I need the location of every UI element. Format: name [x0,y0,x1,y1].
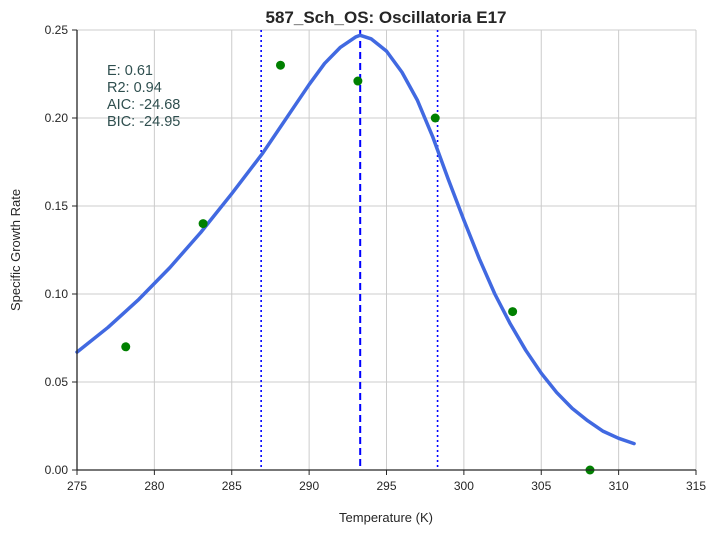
data-point [121,342,131,352]
y-tick-labels: 0.00 0.05 0.10 0.15 0.20 0.25 [45,23,77,477]
y-tick-label: 0.00 [45,463,69,477]
x-tick-label: 280 [144,479,164,493]
data-point [353,76,363,86]
fit-statistic-line: E: 0.61 [107,63,153,79]
fit-statistic-line: AIC: -24.68 [107,97,180,113]
y-tick-label: 0.05 [45,375,69,389]
y-tick-label: 0.20 [45,111,69,125]
grid [76,29,697,471]
chart-title: 587_Sch_OS: Oscillatoria E17 [266,8,507,27]
x-tick-label: 295 [376,479,396,493]
fit-curve [75,33,636,446]
x-tick-label: 285 [222,479,242,493]
x-tick-label: 300 [454,479,474,493]
data-point [275,60,285,70]
data-point [430,113,440,123]
x-tick-labels: 275 280 285 290 295 300 305 310 315 [67,470,706,493]
fit-statistic-line: BIC: -24.95 [107,114,180,130]
x-axis-label: Temperature (K) [339,510,433,525]
x-tick-label: 305 [531,479,551,493]
reference-lines [260,30,439,470]
x-tick-label: 275 [67,479,87,493]
data-point [508,307,518,317]
x-tick-label: 310 [609,479,629,493]
y-tick-label: 0.10 [45,287,69,301]
fit-curve-layer [75,33,636,446]
data-point [198,219,208,229]
y-tick-label: 0.25 [45,23,69,37]
y-tick-label: 0.15 [45,199,69,213]
x-tick-label: 315 [686,479,706,493]
y-axis-label: Specific Growth Rate [8,189,23,311]
data-points [121,60,595,475]
fit-statistic-line: R2: 0.94 [107,80,162,96]
x-tick-label: 290 [299,479,319,493]
